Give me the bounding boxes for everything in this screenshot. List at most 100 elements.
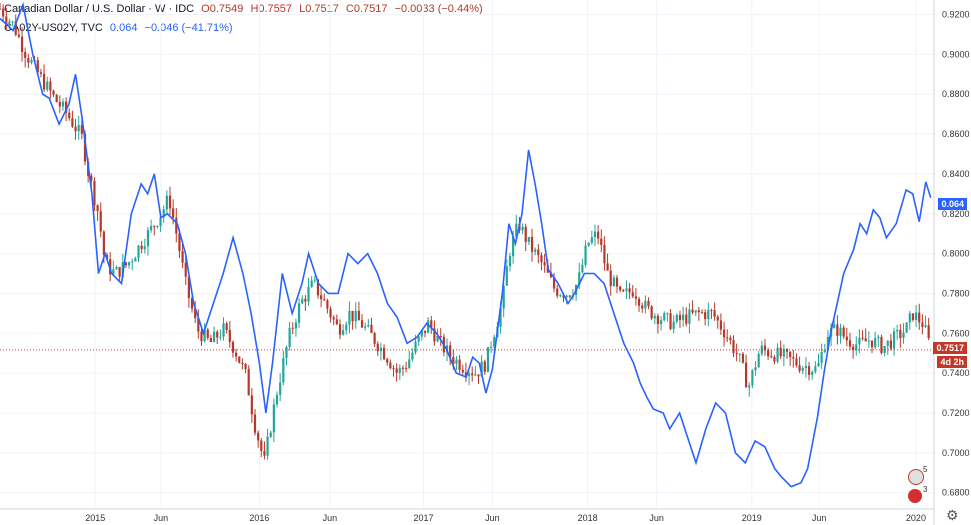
candle-body	[578, 272, 581, 286]
x-tick-label: Jun	[154, 513, 169, 523]
candle-body	[814, 366, 817, 372]
candle-body	[36, 60, 39, 73]
candle-body	[842, 327, 845, 337]
candle-body	[744, 362, 748, 388]
spread-line	[0, 1, 932, 488]
candle-body	[625, 288, 628, 291]
candle-body	[241, 362, 244, 364]
candle-body	[153, 226, 156, 228]
candle-body	[763, 345, 767, 351]
candle-body	[77, 125, 80, 132]
candle-body	[238, 356, 241, 363]
candle-body	[80, 125, 83, 134]
candle-body	[751, 370, 754, 386]
candle-body	[527, 236, 530, 242]
candle-body	[216, 331, 219, 338]
candle-body	[921, 322, 924, 328]
candle-body	[172, 208, 175, 218]
candle-body	[427, 320, 430, 333]
candle-body	[584, 245, 587, 265]
candle-body	[565, 295, 568, 298]
candle-body	[348, 310, 351, 325]
candle-body	[666, 313, 669, 315]
candle-body	[682, 314, 685, 320]
candle-body	[345, 324, 348, 331]
candle-body	[502, 285, 505, 309]
spread-value: 0.064	[109, 22, 138, 34]
candle-body	[301, 298, 304, 304]
candle-body	[395, 368, 398, 373]
candle-body	[552, 277, 556, 289]
candle-body	[386, 359, 389, 363]
us-events-count: 5	[923, 465, 928, 474]
candle-body	[382, 347, 386, 360]
candle-body	[716, 316, 719, 321]
candle-body	[319, 295, 323, 300]
candle-body	[260, 440, 263, 451]
candle-body	[707, 310, 710, 320]
candle-body	[767, 350, 770, 357]
candle-body	[379, 347, 383, 352]
candle-body	[804, 366, 807, 368]
candle-body	[131, 261, 134, 263]
candle-body	[124, 262, 128, 266]
candle-body	[323, 299, 326, 301]
close-value: C0.7517	[345, 3, 388, 15]
candle-body	[159, 217, 162, 227]
candle-body	[398, 367, 401, 373]
candle-body	[474, 374, 477, 376]
candle-body	[543, 262, 546, 266]
change-value: −0.0033 (−0.44%)	[394, 3, 483, 15]
candle-body	[181, 251, 184, 263]
x-tick-label: 2016	[249, 513, 269, 523]
candle-body	[647, 300, 650, 307]
candle-body	[112, 269, 115, 275]
candle-body	[430, 320, 433, 329]
open-value: O0.7549	[201, 3, 244, 15]
ca-events-count: 3	[923, 485, 928, 494]
candle-body	[870, 340, 874, 348]
settings-gear-icon[interactable]: ⚙	[946, 507, 959, 523]
candle-body	[464, 372, 468, 376]
candle-body	[867, 340, 870, 342]
y-tick-label: 0.8400	[942, 169, 970, 179]
ca-flag-icon[interactable]	[908, 489, 922, 503]
candle-body	[738, 353, 741, 355]
candle-body	[90, 175, 93, 181]
candle-body	[735, 353, 738, 355]
candle-body	[722, 329, 726, 338]
y-tick-label: 0.7600	[942, 328, 970, 338]
candle-body	[228, 329, 231, 343]
candle-body	[307, 287, 310, 302]
candle-body	[820, 351, 823, 364]
candle-body	[801, 367, 804, 371]
low-value: L0.7517	[299, 3, 339, 15]
candle-body	[619, 286, 622, 291]
candle-body	[489, 346, 493, 348]
candle-body	[175, 217, 178, 234]
candle-body	[562, 295, 565, 298]
us-flag-icon[interactable]	[908, 469, 924, 485]
candle-body	[773, 357, 776, 362]
candle-body	[8, 21, 11, 23]
candle-body	[30, 60, 33, 63]
x-tick-label: Jun	[649, 513, 664, 523]
candle-body	[606, 263, 609, 271]
candle-body	[118, 267, 121, 277]
candle-body	[351, 310, 354, 322]
candle-body	[96, 205, 99, 212]
candle-body	[49, 81, 52, 91]
candle-body	[697, 310, 700, 313]
candle-body	[313, 279, 316, 281]
x-tick-label: Jun	[485, 513, 500, 523]
y-tick-label: 0.8600	[942, 129, 970, 139]
main-legend: Canadian Dollar / U.S. Dollar · W · IDC …	[4, 3, 487, 15]
candle-body	[168, 195, 172, 209]
y-tick-label: 0.8200	[942, 209, 970, 219]
candle-body	[480, 361, 483, 377]
candle-body	[644, 300, 647, 309]
candle-body	[275, 394, 279, 405]
candle-body	[231, 342, 235, 353]
candle-body	[556, 288, 559, 296]
